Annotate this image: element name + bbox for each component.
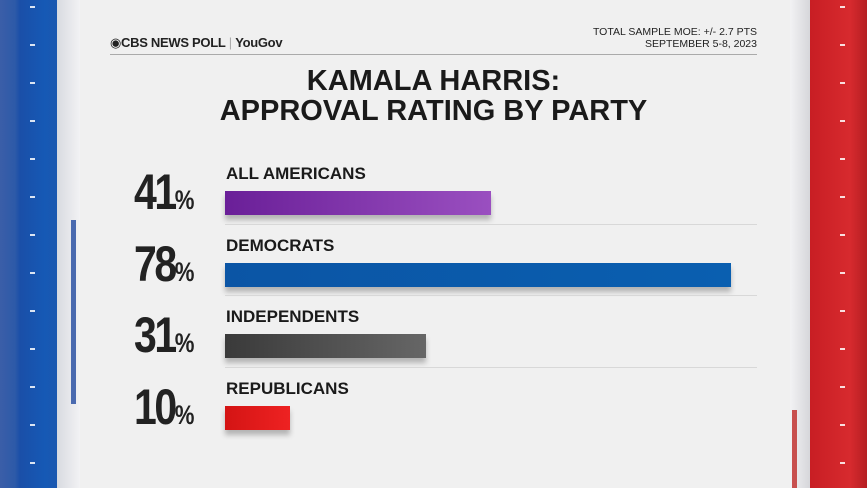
stripe-tick <box>840 348 845 350</box>
chart-card <box>80 0 790 488</box>
percent-sign: % <box>174 185 195 215</box>
row-separator <box>225 224 757 225</box>
value-label: 41% <box>134 163 194 221</box>
category-label: REPUBLICANS <box>226 379 349 398</box>
stripe-tick <box>840 158 845 160</box>
stripe-tick <box>30 272 35 274</box>
moe-text: TOTAL SAMPLE MOE: +/- 2.7 PTS <box>592 26 757 38</box>
stripe-tick <box>30 82 35 84</box>
value-label: 78% <box>134 235 194 293</box>
left-gap <box>57 0 80 488</box>
title-line-1: KAMALA HARRIS: <box>306 65 561 97</box>
stripe-tick <box>30 44 35 46</box>
stripe-tick <box>30 310 35 312</box>
bar-independents <box>225 334 427 358</box>
partner-logo: YouGov <box>235 35 283 50</box>
stripe-tick <box>840 424 845 426</box>
cbs-logo: ◉CBS NEWS POLL | YouGov <box>110 35 283 50</box>
stripe-tick <box>30 462 35 464</box>
divider <box>110 54 757 55</box>
left-accent <box>71 220 76 404</box>
stripe-tick <box>30 196 35 198</box>
stripe-tick <box>30 424 35 426</box>
right-gap <box>790 0 810 488</box>
stripe-tick <box>30 120 35 122</box>
value-number: 78 <box>134 236 177 292</box>
stripe-tick <box>840 120 845 122</box>
logo-text: CBS NEWS POLL <box>121 35 226 50</box>
right-accent <box>792 410 797 488</box>
stripe-tick <box>840 82 845 84</box>
red-stripe <box>810 0 867 488</box>
percent-sign: % <box>174 257 195 287</box>
category-label: INDEPENDENTS <box>226 307 360 326</box>
stripe-tick <box>840 386 845 388</box>
value-label: 10% <box>134 378 194 436</box>
stripe-tick <box>30 158 35 160</box>
blue-stripe <box>0 0 57 488</box>
stripe-tick <box>840 234 845 236</box>
cbs-eye-icon: ◉ <box>110 35 122 50</box>
poll-date: SEPTEMBER 5-8, 2023 <box>644 38 757 50</box>
value-number: 10 <box>134 379 177 435</box>
bar-all-americans <box>225 191 491 215</box>
value-label: 31% <box>134 306 194 364</box>
title-line-2: APPROVAL RATING BY PARTY <box>219 95 648 127</box>
stripe-tick <box>840 462 845 464</box>
stripe-tick <box>30 348 35 350</box>
value-number: 41 <box>134 164 177 220</box>
row-separator <box>225 367 757 368</box>
stripe-tick <box>840 272 845 274</box>
stripe-tick <box>840 6 845 8</box>
moe-info: TOTAL SAMPLE MOE: +/- 2.7 PTS SEPTEMBER 5… <box>593 26 757 50</box>
percent-sign: % <box>174 400 195 430</box>
bar-democrats <box>225 263 731 287</box>
stripe-tick <box>840 44 845 46</box>
stripe-tick <box>840 310 845 312</box>
percent-sign: % <box>174 328 195 358</box>
value-number: 31 <box>134 307 177 363</box>
category-label: ALL AMERICANS <box>226 164 366 183</box>
stripe-tick <box>30 234 35 236</box>
row-separator <box>225 295 757 296</box>
bar-republicans <box>225 406 290 430</box>
stripe-tick <box>30 6 35 8</box>
stripe-tick <box>30 386 35 388</box>
chart-title: KAMALA HARRIS: APPROVAL RATING BY PARTY <box>110 66 757 126</box>
category-label: DEMOCRATS <box>226 236 335 255</box>
stripe-tick <box>840 196 845 198</box>
